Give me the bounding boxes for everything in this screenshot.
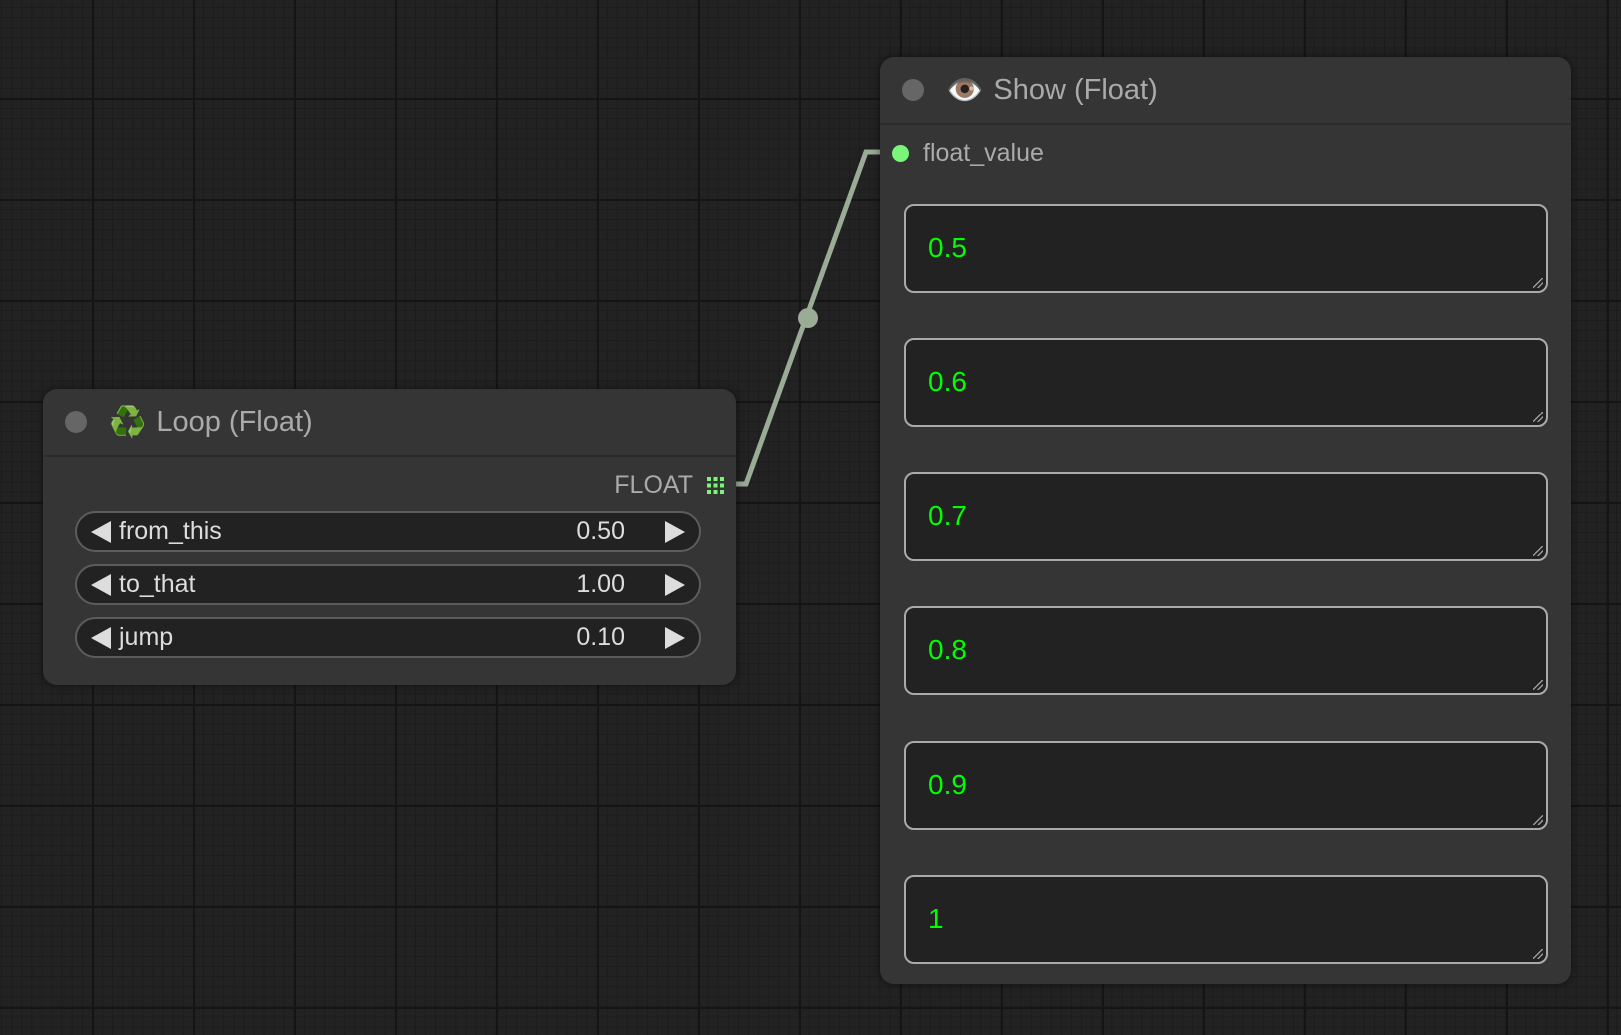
- widget-value[interactable]: 1.00: [576, 570, 625, 598]
- output-label: FLOAT: [614, 471, 693, 499]
- value-text: 0.9: [928, 769, 967, 800]
- widget-jump[interactable]: jump 0.10: [75, 617, 701, 658]
- widget-label: to_that: [119, 570, 196, 598]
- input-slot-dot[interactable]: [892, 145, 909, 162]
- node-title: Loop (Float): [156, 405, 313, 438]
- decrement-arrow-icon[interactable]: [91, 573, 111, 596]
- resize-grip-icon[interactable]: [1533, 949, 1543, 959]
- widget-label: from_this: [119, 517, 222, 545]
- link-midpoint: [798, 308, 818, 328]
- value-textarea[interactable]: 0.8: [904, 606, 1548, 695]
- decrement-arrow-icon[interactable]: [91, 626, 111, 649]
- node-header[interactable]: ♻️ Loop (Float): [43, 389, 736, 457]
- increment-arrow-icon[interactable]: [665, 626, 685, 649]
- grid-slot-icon[interactable]: [707, 477, 724, 494]
- value-text: 0.6: [928, 366, 967, 397]
- decrement-arrow-icon[interactable]: [91, 520, 111, 543]
- increment-arrow-icon[interactable]: [665, 520, 685, 543]
- increment-arrow-icon[interactable]: [665, 573, 685, 596]
- resize-grip-icon[interactable]: [1533, 546, 1543, 556]
- show-float-node[interactable]: 👁️ Show (Float) float_value 0.5 0.6 0.7 …: [880, 57, 1571, 984]
- collapse-dot[interactable]: [65, 411, 87, 433]
- value-textarea[interactable]: 0.9: [904, 741, 1548, 830]
- widget-to-that[interactable]: to_that 1.00: [75, 564, 701, 605]
- widget-value[interactable]: 0.10: [576, 623, 625, 651]
- resize-grip-icon[interactable]: [1533, 815, 1543, 825]
- value-textarea[interactable]: 0.7: [904, 472, 1548, 561]
- collapse-dot[interactable]: [902, 79, 924, 101]
- resize-grip-icon[interactable]: [1533, 278, 1543, 288]
- value-textarea[interactable]: 0.5: [904, 204, 1548, 293]
- input-label: float_value: [923, 139, 1044, 167]
- value-text: 0.8: [928, 634, 967, 665]
- loop-float-node[interactable]: ♻️ Loop (Float) FLOAT from_this 0.50 to_…: [43, 389, 736, 685]
- node-header[interactable]: 👁️ Show (Float): [880, 57, 1571, 125]
- recycle-icon: ♻️: [109, 405, 147, 439]
- resize-grip-icon[interactable]: [1533, 412, 1543, 422]
- value-textarea[interactable]: 1: [904, 875, 1548, 964]
- node-title: Show (Float): [993, 73, 1158, 106]
- value-textarea[interactable]: 0.6: [904, 338, 1548, 427]
- value-text: 0.7: [928, 500, 967, 531]
- widget-label: jump: [119, 623, 174, 651]
- eye-icon: 👁️: [946, 73, 984, 107]
- resize-grip-icon[interactable]: [1533, 680, 1543, 690]
- value-text: 1: [928, 903, 944, 934]
- widget-value[interactable]: 0.50: [576, 517, 625, 545]
- value-text: 0.5: [928, 232, 967, 263]
- widget-from-this[interactable]: from_this 0.50: [75, 511, 701, 552]
